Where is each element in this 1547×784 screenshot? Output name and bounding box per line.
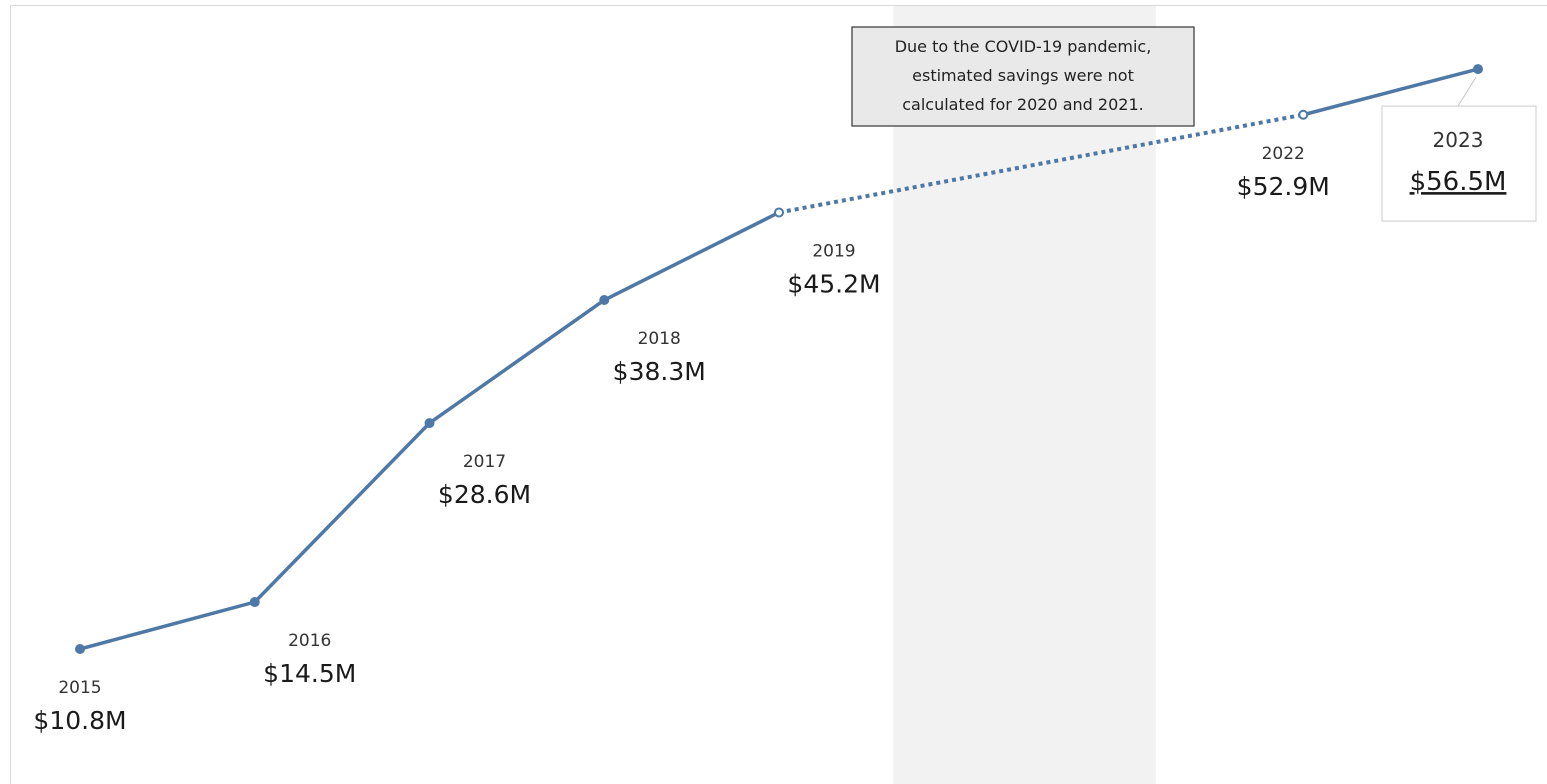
value-label: $14.5M xyxy=(263,659,356,688)
year-label: 2023 xyxy=(1433,128,1484,152)
data-point xyxy=(75,644,85,654)
year-label: 2022 xyxy=(1262,144,1305,164)
year-label: 2015 xyxy=(58,678,101,698)
data-point xyxy=(1298,109,1309,120)
year-label: 2019 xyxy=(812,241,855,261)
value-label: $45.2M xyxy=(787,269,880,298)
gap-dotted-segment xyxy=(778,112,1304,215)
line-segment xyxy=(602,210,781,302)
data-point-layer xyxy=(75,64,1483,654)
chart-frame xyxy=(10,5,1547,784)
year-label: 2018 xyxy=(638,329,681,349)
data-point xyxy=(249,597,260,608)
value-label: $52.9M xyxy=(1237,172,1330,201)
year-label: 2016 xyxy=(288,631,331,651)
series-line-layer xyxy=(78,67,1480,651)
shaded-band-layer xyxy=(893,6,1156,784)
annotation-line: Due to the COVID-19 pandemic, xyxy=(895,37,1152,56)
data-label-layer: 2015 $10.8M 2016 $14.5M 2017 $28.6M 2018 $38.3M… xyxy=(33,76,1537,735)
covid-gap-band xyxy=(893,6,1156,784)
data-point xyxy=(774,207,784,218)
data-point xyxy=(599,295,610,306)
data-point xyxy=(424,418,435,429)
callout-box xyxy=(1381,105,1537,222)
value-label: $10.8M xyxy=(33,706,126,735)
value-label: $28.6M xyxy=(438,480,531,509)
year-label: 2017 xyxy=(463,452,506,472)
data-point xyxy=(1473,64,1483,75)
annotation-line: estimated savings were not xyxy=(912,66,1134,85)
annotation-box xyxy=(851,26,1195,127)
line-segment xyxy=(1301,67,1480,117)
line-segment xyxy=(253,421,432,604)
annotation-layer: Due to the COVID-19 pandemic, estimated s… xyxy=(851,26,1195,127)
line-segment xyxy=(78,600,257,651)
annotation-line: calculated for 2020 and 2021. xyxy=(902,95,1143,114)
line-segment xyxy=(427,298,606,425)
value-label: $56.5M xyxy=(1410,167,1507,197)
value-label: $38.3M xyxy=(613,357,706,386)
callout-leader-line xyxy=(1457,76,1477,107)
